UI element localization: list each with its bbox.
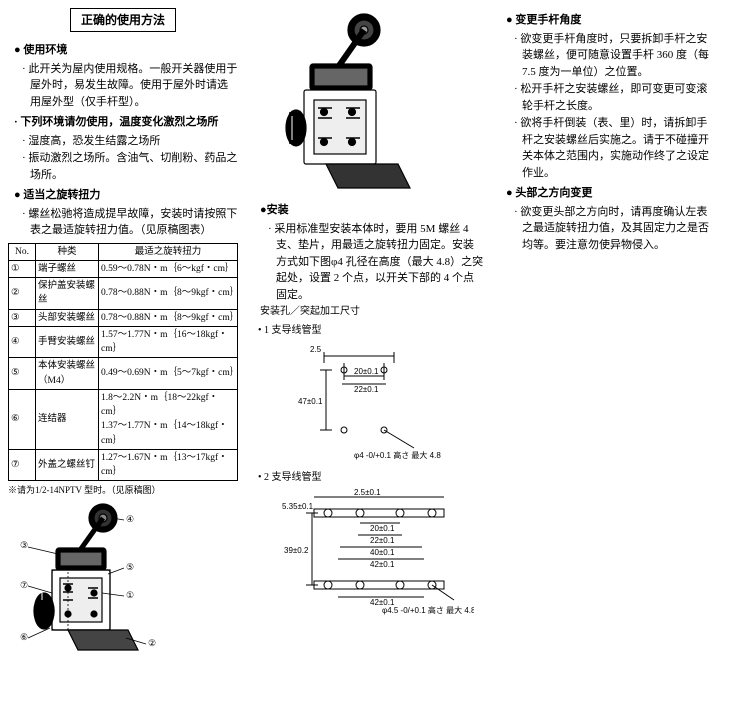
svg-text:①: ① [126, 590, 134, 600]
env-avoid-2: · 振动激烈之场所。含油气、切削粉、药品之场所。 [22, 150, 238, 183]
svg-text:③: ③ [20, 540, 28, 550]
svg-text:⑤: ⑤ [126, 562, 134, 572]
svg-text:2.5±0.1: 2.5±0.1 [354, 488, 381, 497]
section-install: ●安装 [260, 202, 484, 219]
head-direction-1: · 欲变更头部之方向时，请再度确认左表之最适旋转扭力值，及其固定力之是否均等。要… [514, 204, 710, 254]
svg-text:47±0.1: 47±0.1 [298, 397, 323, 406]
env-avoid-1: · 湿度高，恐发生结露之场所 [22, 133, 238, 150]
table-row: ⑥连结器1.8～2.2N・m｛18～22kgf・cm｝ 1.37～1.77N・m… [9, 389, 238, 449]
section-lever-angle: ● 变更手杆角度 [506, 12, 710, 29]
mounting-diagram-1: 2.5 20±0.1 22±0.1 47±0.1 φ4 -0/+0.1 高さ 最… [254, 338, 454, 468]
svg-text:④: ④ [126, 514, 134, 524]
section-head-direction: ● 头部之方向变更 [506, 185, 710, 202]
switch-illustration-labeled: ③ ⑦ ⑥ ④ ⑤ ① ② [8, 498, 188, 673]
column-1: 正确的使用方法 ● 使用环境 · 此开关为屋内使用规格。一般开关器使用于屋外时，… [8, 8, 238, 673]
table-row: ②保护盖安装螺丝0.78～0.88N・m｛8～9kgf・cm｝ [9, 278, 238, 310]
svg-text:φ4.5 -0/+0.1 高さ 最大 4.8: φ4.5 -0/+0.1 高さ 最大 4.8 [382, 605, 474, 615]
switch-illustration-plain [254, 8, 434, 198]
svg-text:20±0.1: 20±0.1 [370, 524, 395, 533]
section-env-avoid: · 下列环境请勿使用，温度变化激烈之场所 [14, 114, 238, 131]
th-torque: 最适之旋转扭力 [99, 243, 238, 260]
page-title: 正确的使用方法 [70, 8, 176, 32]
table-row: ④手臂安装螺丝1.57～1.77N・m｛16～18kgf・cm｝ [9, 326, 238, 358]
th-no: No. [9, 243, 36, 260]
svg-text:②: ② [148, 638, 156, 648]
svg-text:2.5: 2.5 [310, 345, 322, 354]
diagram1-title: • 1 支导线管型 [258, 323, 484, 338]
table-row: ⑦外盖之螺丝钉1.27～1.67N・m｛13～17kgf・cm｝ [9, 449, 238, 481]
lever-angle-3: · 欲将手杆倒装（表、里）时，请拆卸手杆之安装螺丝后实施之。请于不碰撞开关本体之… [514, 115, 710, 181]
torque-note: · 螺丝松驰将造成提早故障，安装时请按照下表之最适旋转扭力值。（见原稿图表） [22, 206, 238, 239]
svg-text:40±0.1: 40±0.1 [370, 548, 395, 557]
section-torque: ● 适当之旋转扭力 [14, 187, 238, 204]
table-footnote: ※请为1/2-14NPTV 型时。（见原稿图） [8, 484, 238, 498]
usage-env-1: · 此开关为屋内使用规格。一般开关器使用于屋外时，易发生故障。使用于屋外时请选用… [22, 61, 238, 111]
svg-text:22±0.1: 22±0.1 [370, 536, 395, 545]
svg-text:22±0.1: 22±0.1 [354, 385, 379, 394]
table-row: ③头部安装螺丝0.78～0.88N・m｛8～9kgf・cm｝ [9, 309, 238, 326]
svg-text:39±0.2: 39±0.2 [284, 546, 309, 555]
column-2: ●安装 · 采用标准型安装本体时，要用 5M 螺丝 4 支、垫片，用最适之旋转扭… [254, 8, 484, 673]
svg-text:5.35±0.1: 5.35±0.1 [282, 502, 314, 511]
install-subtitle: 安装孔／突起加工尺寸 [260, 304, 484, 319]
column-3: ● 变更手杆角度 · 欲变更手杆角度时，只要拆卸手杆之安装螺丝，便可随意设置手杆… [500, 8, 710, 673]
lever-angle-2: · 松开手杆之安装螺丝，即可变更可变滚轮手杆之长度。 [514, 81, 710, 114]
th-kind: 种类 [36, 243, 99, 260]
svg-text:42±0.1: 42±0.1 [370, 560, 395, 569]
svg-text:20±0.1: 20±0.1 [354, 367, 379, 376]
section-usage-env: ● 使用环境 [14, 42, 238, 59]
title-wrap: 正确的使用方法 [8, 8, 238, 38]
table-row: ①端子螺丝0.59～0.78N・m｛6～kgf・cm｝ [9, 260, 238, 277]
table-row: ⑤本体安装螺丝（M4）0.49～0.69N・m｛5～7kgf・cm｝ [9, 358, 238, 390]
diagram2-title: • 2 支导线管型 [258, 470, 484, 485]
svg-text:⑥: ⑥ [20, 632, 28, 642]
svg-text:⑦: ⑦ [20, 580, 28, 590]
mounting-diagram-2: 2.5±0.1 5.35±0.1 20±0.1 22±0.1 40±0.1 42… [254, 485, 474, 615]
svg-text:φ4 -0/+0.1 高さ 最大 4.8: φ4 -0/+0.1 高さ 最大 4.8 [354, 450, 441, 460]
install-text: · 采用标准型安装本体时，要用 5M 螺丝 4 支、垫片，用最适之旋转扭力固定。… [268, 221, 484, 304]
torque-table: No. 种类 最适之旋转扭力 ①端子螺丝0.59～0.78N・m｛6～kgf・c… [8, 243, 238, 482]
lever-angle-1: · 欲变更手杆角度时，只要拆卸手杆之安装螺丝，便可随意设置手杆 360 度（每 … [514, 31, 710, 81]
